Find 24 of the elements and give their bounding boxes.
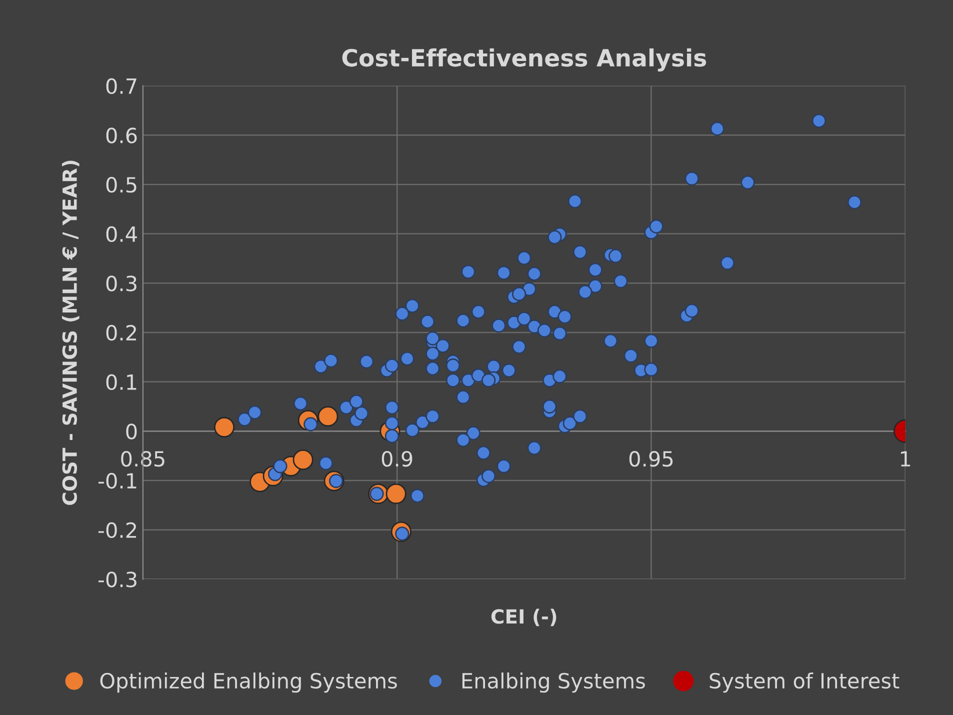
- point: [386, 484, 406, 504]
- x-tick-label: 0.95: [629, 450, 673, 467]
- x-tick-label: 0.9: [382, 450, 412, 467]
- x-tick-label: 1: [901, 451, 910, 466]
- y-tick-label: -0.3: [98, 572, 136, 588]
- legend-label: Enalbing Systems: [462, 672, 645, 693]
- y-tick-label: -0.1: [98, 472, 136, 489]
- y-tick-label: 0.1: [106, 374, 136, 390]
- y-tick-label: 0.5: [106, 176, 136, 193]
- point: [318, 406, 338, 427]
- chart-title: Cost-Effectiveness Analysis: [342, 48, 706, 72]
- y-tick-label: 0.3: [106, 276, 136, 292]
- x-axis-title: CEI (-): [491, 608, 556, 626]
- y-tick-label: 0: [126, 424, 137, 440]
- y-tick-label: 0.6: [106, 128, 137, 144]
- y-tick-label: 0.2: [106, 324, 136, 341]
- y-tick-label: 0.4: [106, 226, 137, 242]
- y-tick-label: 0.7: [106, 78, 136, 94]
- point: [214, 416, 235, 438]
- legend-label: Optimized Enalbing Systems: [100, 672, 397, 693]
- y-axis-title: COST - SAVINGS (MLN € / YEAR): [62, 160, 80, 505]
- point: [292, 449, 314, 470]
- legend-label: System of Interest: [710, 672, 900, 693]
- y-tick-label: -0.2: [98, 522, 136, 538]
